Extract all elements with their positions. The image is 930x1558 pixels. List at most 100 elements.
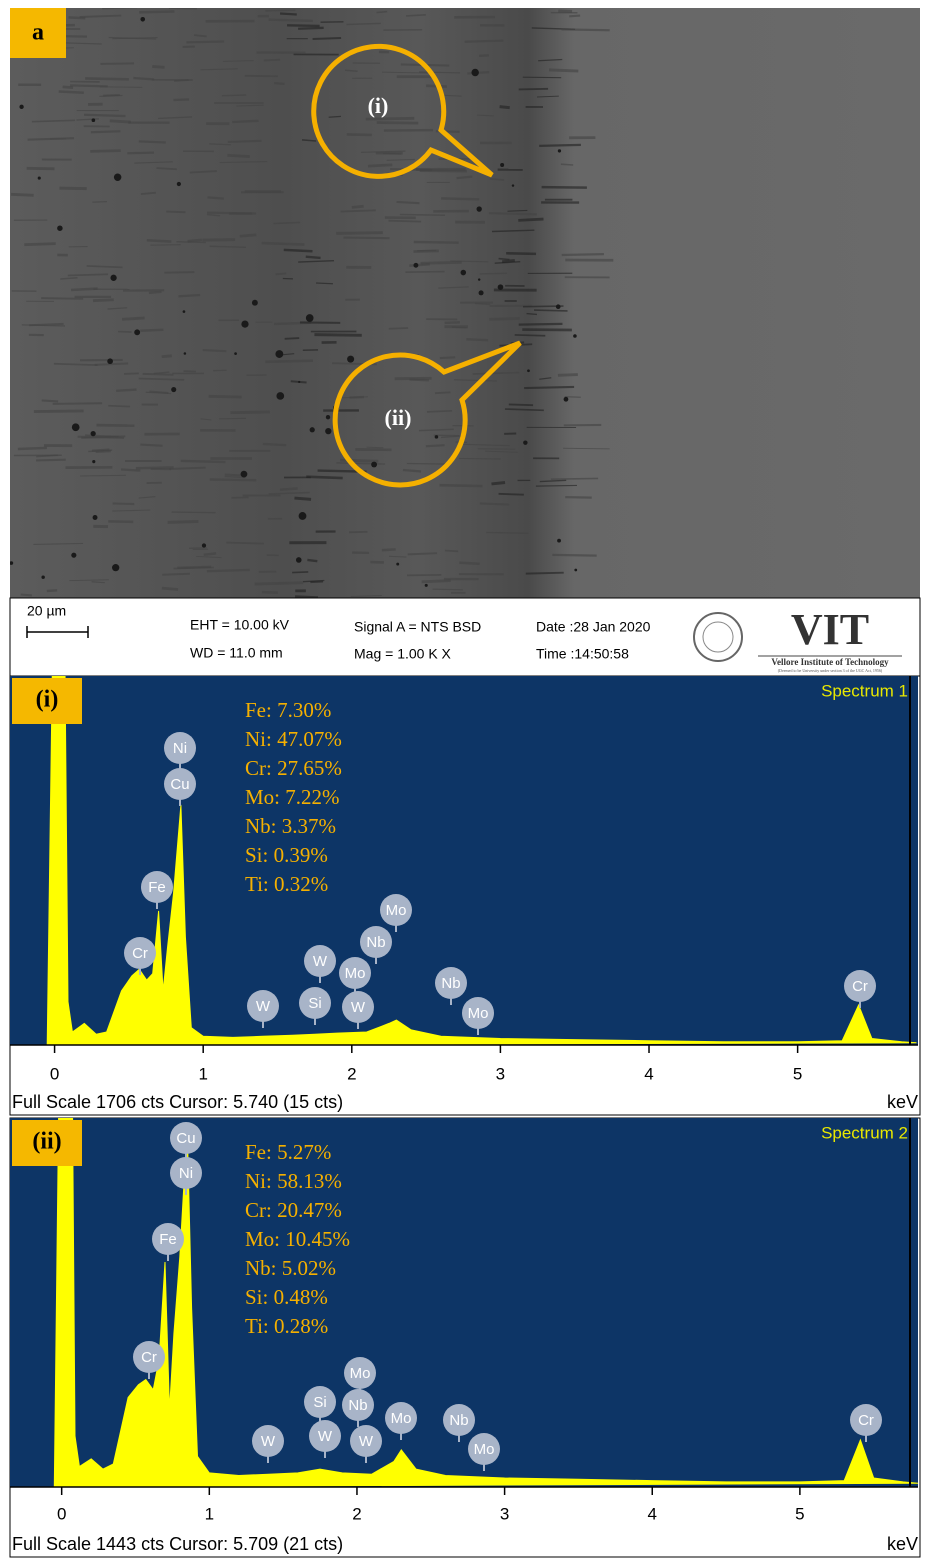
sem-streak [113,503,135,504]
sem-streak [343,238,389,239]
sem-streak [284,250,313,251]
composition: Mo: 7.22% [245,785,340,809]
sem-streak [366,118,415,119]
sem-pore [435,435,439,439]
sem-streak [225,475,242,476]
sem-streak [262,243,305,244]
sem-pore [140,17,145,22]
sem-streak [156,168,176,169]
sem-streak [285,338,300,339]
info-text: Mag = 1.00 K X [354,646,452,662]
sem-streak [169,468,205,469]
x-tick-label: 1 [205,1504,214,1523]
composition: Fe: 5.27% [245,1140,331,1164]
sem-streak [345,70,358,71]
composition: Nb: 3.37% [245,814,336,838]
sem-pore [93,515,98,520]
sem-streak [194,35,207,36]
sem-streak [440,357,455,358]
sem-streak [53,403,103,404]
sem-streak [388,221,421,222]
sem-pore [134,329,140,335]
sem-pore [234,352,237,355]
sem-streak [264,60,281,61]
sem-streak [269,20,313,21]
sem-streak [422,581,451,582]
peak-label: Ni [173,740,187,757]
sem-streak [558,375,578,376]
sem-pore [72,423,80,431]
x-tick-label: 4 [648,1504,657,1523]
sem-streak [515,335,546,336]
sem-streak [27,168,55,169]
peak-label: Nb [366,934,385,951]
sem-streak [341,210,376,211]
sem-streak [255,583,304,584]
sem-pore [183,310,186,313]
sem-streak [306,477,342,478]
sem-streak [189,548,207,549]
sem-streak [265,361,313,362]
peak-label: Cu [170,776,189,793]
footer: Full Scale 1706 cts Cursor: 5.740 (15 ct… [12,1092,343,1112]
sem-streak [406,15,426,16]
peak-label: W [261,1433,276,1450]
sem-streak [228,141,262,142]
sem-streak [377,123,419,124]
sem-streak [280,14,297,15]
sem-streak [172,512,216,513]
sem-streak [203,350,227,351]
sem-pore [326,415,330,419]
sem-pore [574,569,577,572]
sem-streak [207,570,250,571]
sem-streak [445,322,460,323]
sem-streak [298,28,324,29]
sem-streak [466,339,488,340]
sem-streak [209,144,231,145]
sem-streak [11,194,34,195]
marker-label: (i) [368,93,389,118]
info-text: EHT = 10.00 kV [190,617,290,633]
peak-label: Cu [176,1130,195,1147]
sem-streak [92,449,110,450]
sem-pore [347,356,354,363]
sem-streak [427,411,452,412]
sem-streak [92,202,107,203]
composition: Si: 0.48% [245,1285,328,1309]
sem-streak [561,29,609,30]
sem-streak [421,262,462,263]
sem-streak [42,400,59,401]
peak-label: Si [308,995,321,1012]
peak-label: Si [313,1394,326,1411]
composition: Ti: 0.28% [245,1314,328,1338]
sem-streak [499,259,510,260]
sem-streak [310,582,323,583]
sem-streak [166,212,185,213]
sem-pore [558,149,561,152]
sem-pore [306,314,314,322]
sem-streak [140,445,162,446]
sem-streak [70,85,108,86]
sem-streak [313,38,342,39]
sem-streak [480,503,510,504]
spectrum-title: Spectrum 1 [821,681,908,700]
sem-streak [47,590,57,591]
x-tick-label: 2 [352,1504,361,1523]
composition: Cr: 27.65% [245,756,342,780]
sem-streak [78,437,124,438]
sem-streak [149,292,162,293]
sem-streak [489,318,520,319]
sem-pore [177,182,181,186]
sem-streak [435,392,450,393]
sem-streak [90,151,120,152]
sem-pore [573,334,577,338]
sem-pore [478,278,480,280]
peak-label: Cr [852,978,868,995]
sem-pore [202,543,206,547]
sem-streak [295,597,318,598]
sem-streak [152,66,164,67]
sem-streak [352,206,364,207]
sem-streak [440,485,483,486]
sem-streak [202,240,235,241]
sem-streak [204,553,217,554]
